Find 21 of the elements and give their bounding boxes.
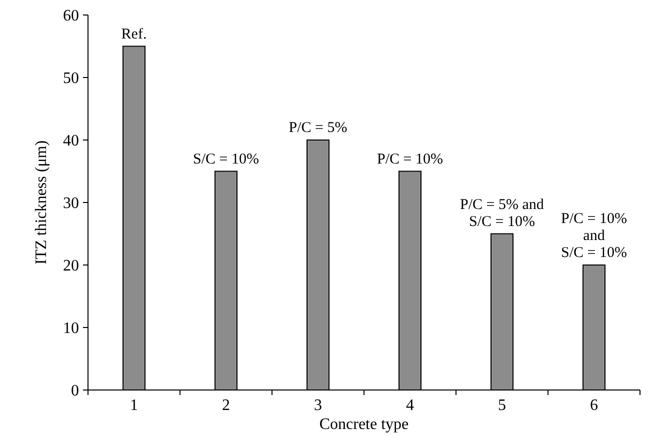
x-tick-label: 2 xyxy=(222,397,230,414)
x-tick-label: 1 xyxy=(130,397,138,414)
x-tick-label: 6 xyxy=(590,397,598,414)
y-tick-label: 30 xyxy=(63,195,79,212)
annotation: P/C = 5% xyxy=(288,120,348,136)
y-tick-label: 50 xyxy=(63,70,79,88)
x-axis-title: Concrete type xyxy=(319,416,409,433)
x-tick-label: 4 xyxy=(406,397,414,414)
y-tick-label: 10 xyxy=(63,320,79,338)
x-tick-label: 5 xyxy=(498,397,506,414)
annotation: P/C = 5% and S/C = 10% xyxy=(460,196,544,230)
annotation: Ref. xyxy=(121,26,147,42)
annotation: P/C = 10% xyxy=(377,151,443,168)
y-tick-label: 40 xyxy=(63,132,79,150)
y-tick-label: 20 xyxy=(63,258,79,275)
annotation: S/C = 10% xyxy=(193,151,259,168)
y-tick-label: 0 xyxy=(71,382,79,400)
y-axis-title: ITZ thickness (μm) xyxy=(33,140,50,265)
y-tick-label: 60 xyxy=(63,8,79,25)
x-tick-label: 3 xyxy=(314,397,322,414)
annotation: P/C = 10% and S/C = 10% xyxy=(561,211,627,261)
